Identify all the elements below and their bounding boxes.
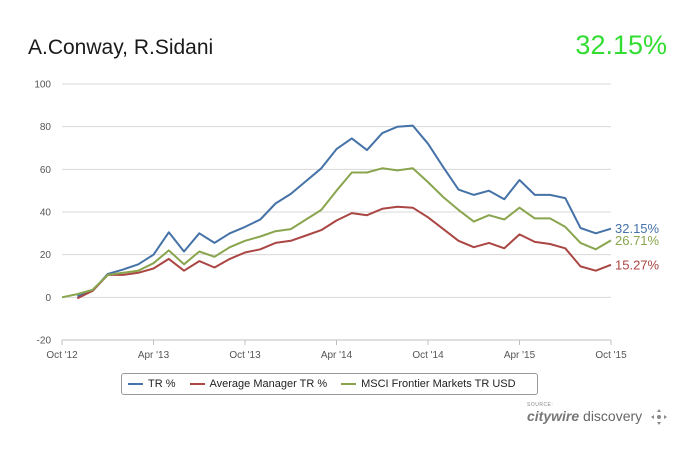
legend-swatch bbox=[128, 383, 143, 385]
y-tick-label: 20 bbox=[40, 250, 52, 261]
x-tick-label: Apr '14 bbox=[321, 350, 353, 361]
series-lines[interactable] bbox=[61, 124, 612, 300]
legend-label: TR % bbox=[148, 378, 176, 390]
brand-bold: citywire bbox=[527, 408, 580, 424]
legend-item[interactable]: Average Manager TR % bbox=[189, 378, 328, 390]
legend-item[interactable]: TR % bbox=[128, 378, 176, 390]
legend-swatch bbox=[341, 383, 357, 385]
end-labels: 32.15% 15.27% 26.71% bbox=[615, 221, 660, 272]
y-tick-label: 0 bbox=[45, 293, 51, 304]
legend-item[interactable]: MSCI Frontier Markets TR USD bbox=[341, 378, 516, 390]
legend-label: Average Manager TR % bbox=[209, 378, 328, 390]
source-credit: SOURCE: citywire discovery bbox=[527, 402, 667, 432]
y-tick-label: 60 bbox=[40, 165, 52, 176]
x-tick-label: Oct '15 bbox=[595, 350, 627, 361]
series-end-label: 15.27% bbox=[615, 257, 660, 272]
x-tick-label: Apr '15 bbox=[504, 350, 536, 361]
x-tick-label: Oct '13 bbox=[229, 350, 261, 361]
series-end-label: 26.71% bbox=[615, 233, 660, 248]
chart-legend: TR % Average Manager TR % MSCI Frontier Ma… bbox=[121, 373, 538, 395]
citywire-logo: citywire discovery bbox=[527, 408, 642, 424]
brand-text: discovery bbox=[579, 408, 643, 424]
series-line[interactable] bbox=[76, 124, 612, 298]
series-line[interactable] bbox=[61, 167, 612, 299]
y-tick-label: 40 bbox=[40, 208, 52, 219]
legend-label: MSCI Frontier Markets TR USD bbox=[361, 378, 516, 390]
axes: -20 0 20 40 60 80 100 Oct '12 Apr '13 Oct '13 Apr … bbox=[34, 80, 627, 362]
crosshair-icon bbox=[651, 409, 667, 425]
x-tick-label: Apr '13 bbox=[138, 350, 170, 361]
legend-swatch bbox=[189, 383, 205, 385]
source-caption: SOURCE: bbox=[527, 402, 554, 408]
y-tick-label: 80 bbox=[40, 122, 52, 133]
headline-return: 32.15% bbox=[575, 30, 667, 60]
x-tick-label: Oct '14 bbox=[412, 350, 444, 361]
y-tick-label: 100 bbox=[34, 80, 51, 91]
series-line[interactable] bbox=[76, 205, 612, 300]
grid-lines bbox=[62, 83, 611, 341]
x-tick-label: Oct '12 bbox=[46, 350, 78, 361]
chart-title: A.Conway, R.Sidani bbox=[28, 36, 214, 59]
series-end-label: 32.15% bbox=[615, 221, 660, 236]
chart-header: A.Conway, R.Sidani 32.15% bbox=[0, 0, 700, 80]
y-tick-label: -20 bbox=[37, 336, 52, 347]
